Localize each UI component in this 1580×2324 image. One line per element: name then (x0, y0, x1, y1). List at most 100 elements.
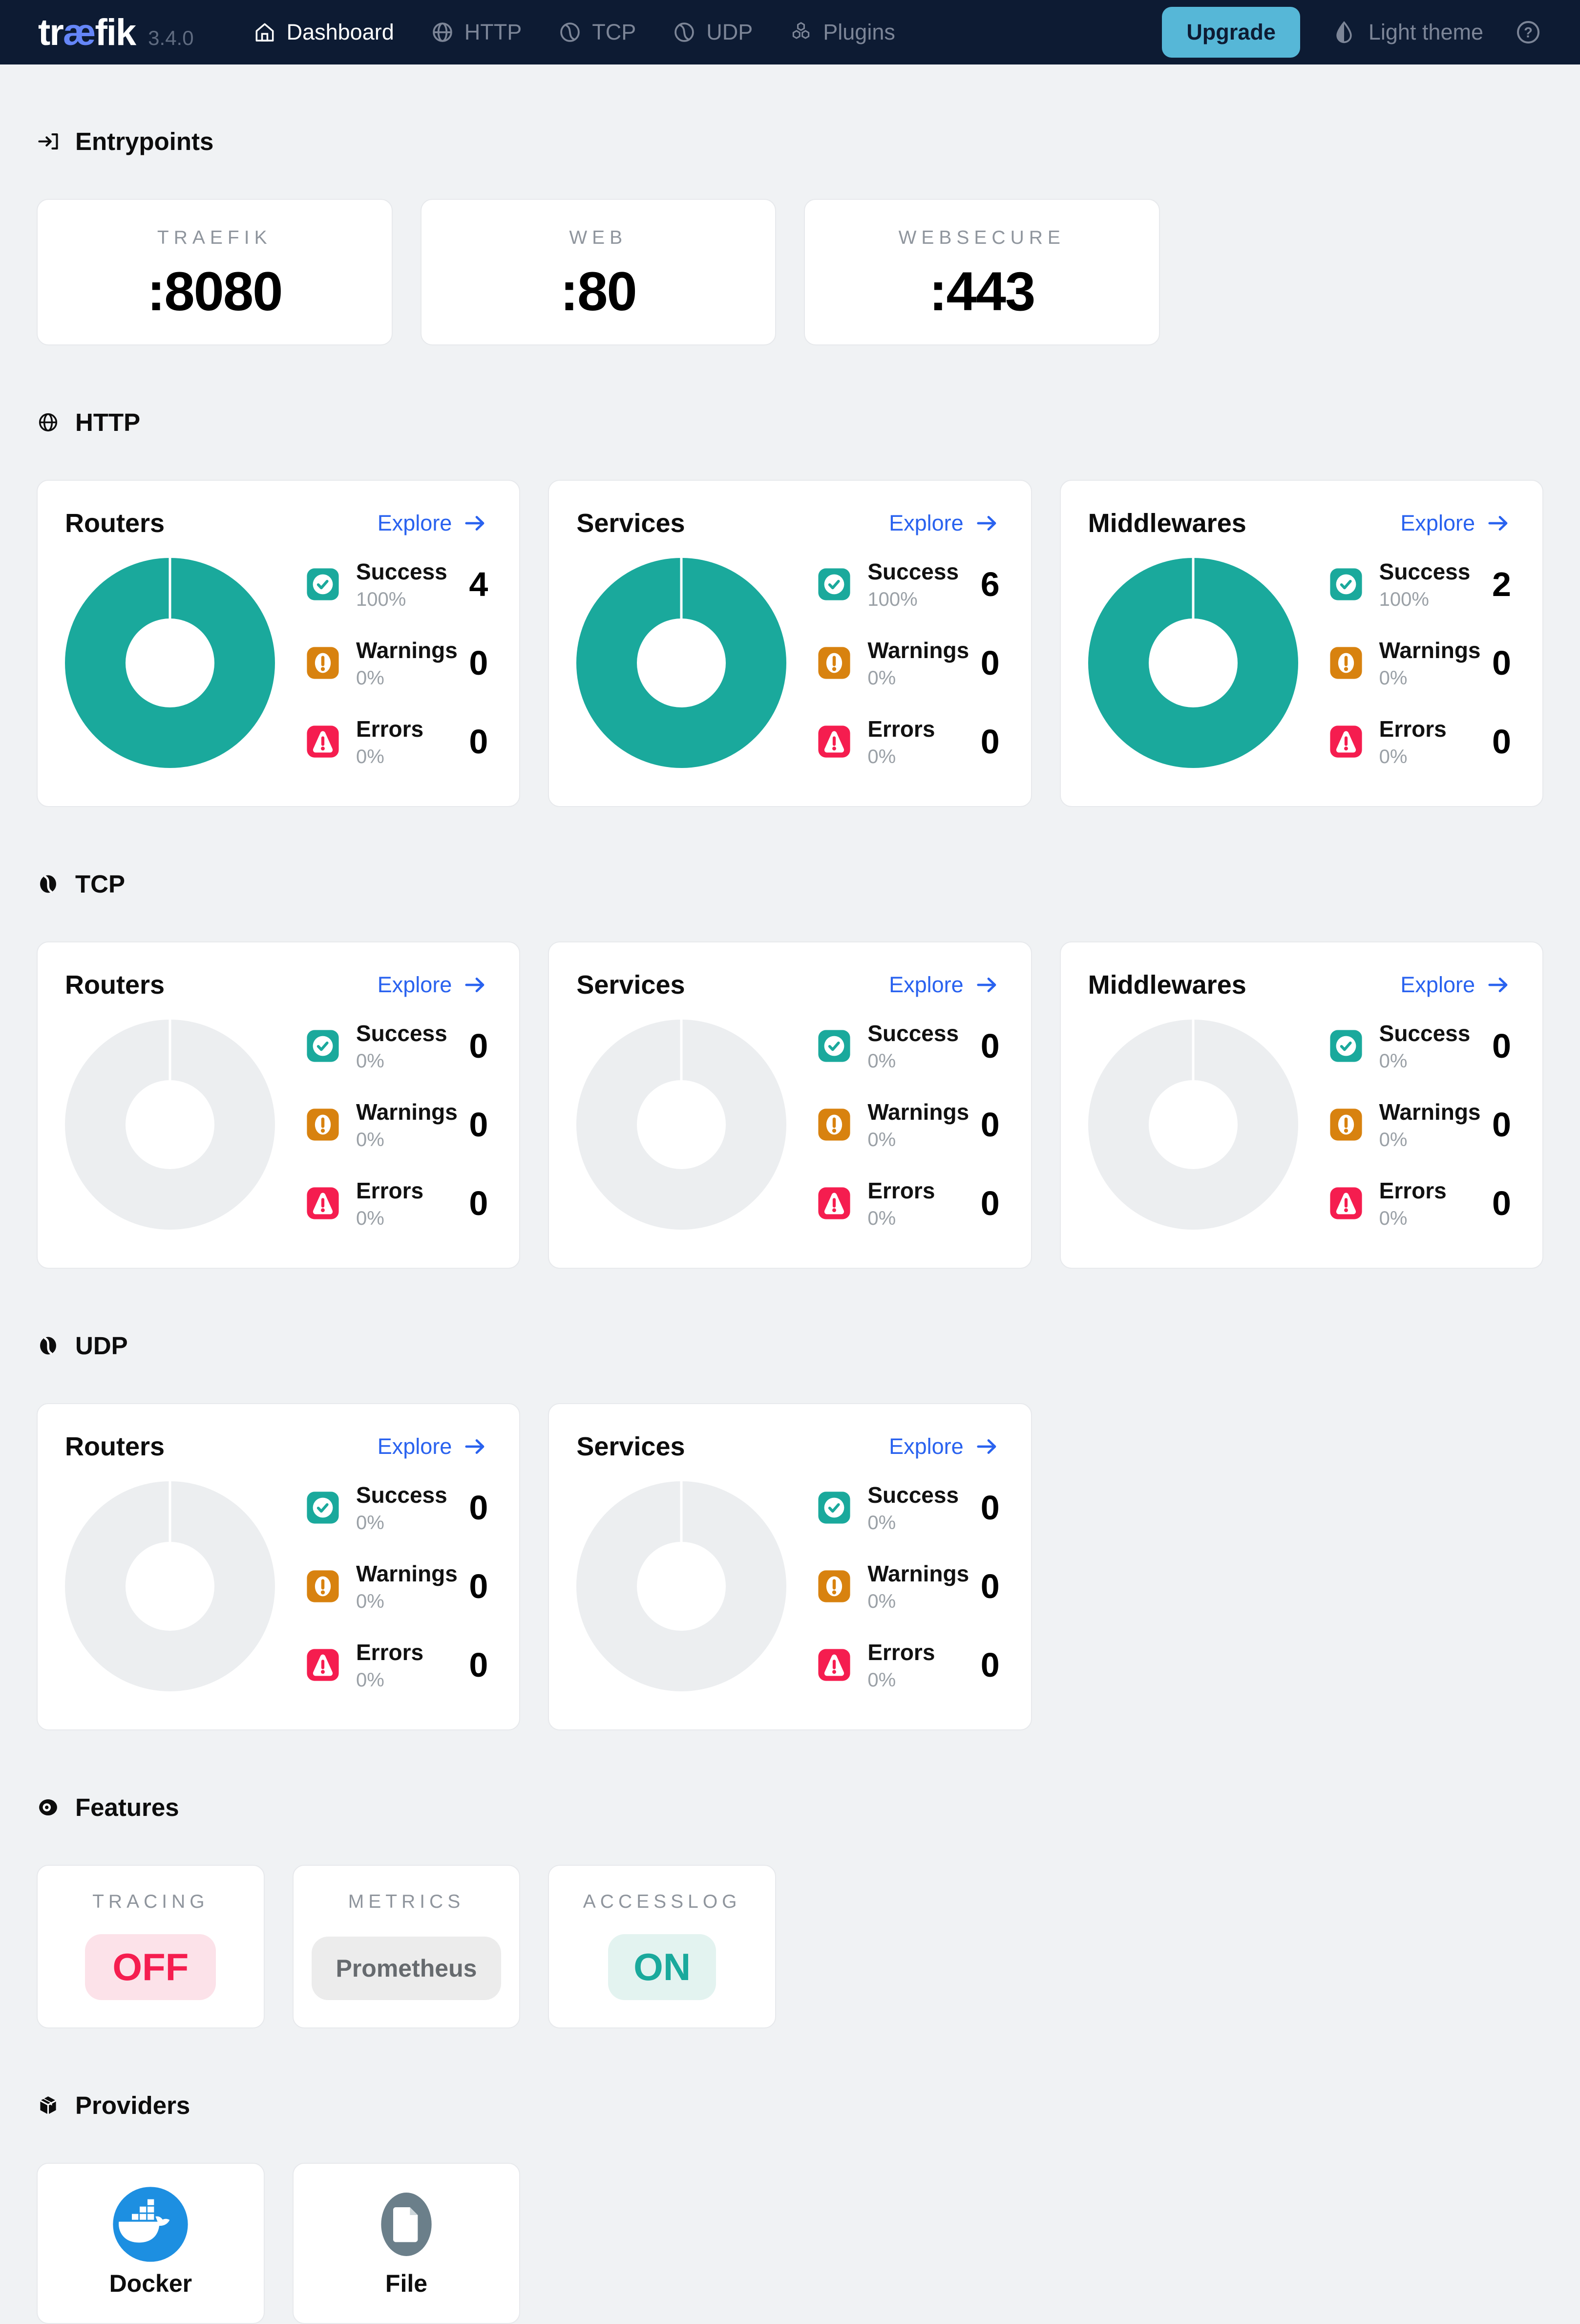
feature-name: TRACING (92, 1891, 209, 1912)
card-title: Services (576, 509, 685, 538)
warnings-stat-row: Warnings 0% 0 (818, 1099, 1000, 1151)
feature-card-tracing: TRACING OFF (37, 1865, 265, 2028)
warning-icon (1329, 646, 1363, 680)
explore-link[interactable]: Explore (889, 1434, 1000, 1459)
stat-label: Errors (867, 1639, 935, 1665)
feature-status-badge: Prometheus (311, 1937, 502, 2000)
nav-item-http[interactable]: HTTP (430, 20, 522, 45)
success-icon (818, 1029, 851, 1063)
stat-value: 4 (469, 565, 488, 603)
warning-icon (818, 1108, 851, 1141)
stat-label: Errors (1379, 716, 1447, 742)
udp-protocol-icon (37, 1334, 60, 1357)
provider-label: File (385, 2270, 428, 2297)
status-donut-chart (576, 558, 787, 768)
theme-toggle[interactable]: Light theme (1331, 20, 1483, 45)
feature-name: ACCESSLOG (583, 1891, 741, 1912)
stat-value: 0 (980, 644, 1000, 682)
http-globe-icon (37, 411, 60, 434)
stat-value: 0 (469, 1106, 488, 1144)
http-routers-card: Routers Explore Success 100% 4 Warn (37, 480, 521, 807)
card-title: Routers (65, 970, 165, 1000)
provider-card-docker: Docker (37, 2163, 265, 2324)
stat-percent: 100% (1379, 588, 1429, 610)
stat-value: 0 (980, 1567, 1000, 1605)
stat-label: Success (867, 1482, 959, 1508)
status-donut-chart (65, 1020, 275, 1230)
explore-link[interactable]: Explore (889, 972, 1000, 998)
nav-item-tcp[interactable]: TCP (558, 20, 636, 45)
success-stat-row: Success 0% 0 (306, 1020, 488, 1072)
stat-percent: 0% (867, 667, 896, 689)
arrow-right-icon (974, 511, 1000, 536)
nav-item-label: Dashboard (286, 20, 394, 44)
explore-link[interactable]: Explore (378, 972, 488, 998)
success-icon (1329, 568, 1363, 601)
success-icon (306, 568, 339, 601)
success-stat-row: Success 100% 4 (306, 558, 488, 611)
explore-link[interactable]: Explore (1400, 511, 1511, 536)
version-label: 3.4.0 (148, 26, 194, 49)
stat-value: 6 (980, 565, 1000, 603)
nav-item-plugins[interactable]: Plugins (789, 20, 895, 45)
udp-protocol-icon (672, 20, 696, 44)
arrow-right-icon (974, 972, 1000, 998)
feature-card-accesslog: ACCESSLOG ON (548, 1865, 776, 2028)
stat-percent: 0% (356, 1129, 384, 1151)
stat-value: 0 (469, 1184, 488, 1222)
stat-value: 0 (469, 1027, 488, 1065)
stat-value: 0 (469, 644, 488, 682)
droplet-theme-icon (1331, 20, 1357, 45)
stat-label: Success (1379, 1020, 1471, 1046)
udp-section-header: UDP (37, 1331, 1543, 1360)
success-stat-row: Success 100% 6 (818, 558, 1000, 611)
nav-item-udp[interactable]: UDP (672, 20, 753, 45)
tcp-services-card: Services Explore Success 0% 0 Warni (548, 941, 1032, 1269)
stat-percent: 100% (356, 588, 406, 610)
stat-label: Success (356, 1482, 447, 1508)
traefik-logo[interactable]: træfik 3.4.0 (38, 11, 194, 54)
explore-link[interactable]: Explore (1400, 972, 1511, 998)
status-donut-chart (1088, 1020, 1298, 1230)
features-grid: TRACING OFF METRICS Prometheus ACCESSLOG… (37, 1865, 1543, 2028)
stat-label: Errors (1379, 1177, 1447, 1203)
nav-item-label: Plugins (823, 20, 895, 44)
success-stat-row: Success 0% 0 (818, 1020, 1000, 1072)
entrypoints-section-header: Entrypoints (37, 127, 1543, 156)
errors-stat-row: Errors 0% 0 (818, 1639, 1000, 1691)
status-donut-chart (65, 1481, 275, 1691)
help-icon[interactable] (1515, 19, 1542, 46)
explore-link[interactable]: Explore (378, 511, 488, 536)
upgrade-button[interactable]: Upgrade (1162, 7, 1300, 58)
stat-label: Warnings (867, 1099, 969, 1125)
feature-status-badge: OFF (85, 1934, 216, 2000)
explore-link[interactable]: Explore (889, 511, 1000, 536)
provider-card-file: File (292, 2163, 521, 2324)
stat-label: Warnings (356, 637, 458, 663)
stat-value: 0 (469, 1567, 488, 1605)
stat-percent: 0% (867, 746, 896, 768)
nav-item-dashboard[interactable]: Dashboard (253, 20, 394, 45)
dashboard-content: Entrypoints TRAEFIK :8080 WEB :80 WEBSEC… (0, 127, 1580, 2324)
providers-cube-icon (37, 2094, 60, 2117)
warnings-stat-row: Warnings 0% 0 (1329, 637, 1511, 689)
stat-percent: 0% (356, 1669, 384, 1691)
error-icon (818, 725, 851, 758)
success-icon (818, 1491, 851, 1524)
success-icon (818, 568, 851, 601)
tcp-routers-card: Routers Explore Success 0% 0 Warnin (37, 941, 521, 1269)
errors-stat-row: Errors 0% 0 (306, 716, 488, 768)
card-title: Routers (65, 1432, 165, 1461)
error-icon (1329, 725, 1363, 758)
entrypoint-port: :443 (929, 261, 1035, 322)
card-title: Services (576, 1432, 685, 1461)
card-title: Routers (65, 509, 165, 538)
status-donut-chart (576, 1020, 787, 1230)
status-donut-chart (576, 1481, 787, 1691)
errors-stat-row: Errors 0% 0 (1329, 1177, 1511, 1230)
stat-value: 0 (1492, 1184, 1511, 1222)
tcp-section-header: TCP (37, 870, 1543, 898)
error-icon (306, 725, 339, 758)
stat-value: 0 (980, 1184, 1000, 1222)
explore-link[interactable]: Explore (378, 1434, 488, 1459)
